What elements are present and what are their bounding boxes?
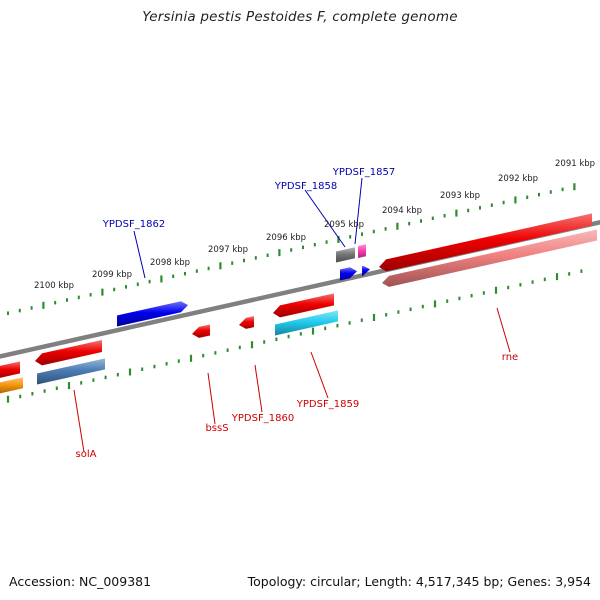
scale-label: 2098 kbp [150, 258, 190, 268]
genome-summary-text: Topology: circular; Length: 4,517,345 bp… [247, 574, 591, 589]
leader-line-ypdsf-1862 [133, 230, 146, 279]
scale-label: 2095 kbp [324, 220, 364, 230]
gene-label-bsss[interactable]: bssS [205, 423, 228, 434]
scale-label: 2094 kbp [382, 206, 422, 216]
map-labels: 2100 kbp 2099 kbp 2098 kbp 2097 kbp 2096 kbp… [34, 159, 595, 460]
scale-label: 2091 kbp [555, 159, 595, 169]
gene-feature-f-rne-sub[interactable] [382, 229, 597, 287]
gene-label-ypdsf-1862[interactable]: YPDSF_1862 [102, 219, 165, 230]
leader-line-rne [496, 307, 511, 353]
scale-label: 2096 kbp [266, 233, 306, 243]
gene-feature-f-edge-orange[interactable] [0, 377, 23, 394]
leader-line-sola [73, 389, 85, 453]
gene-feature-f-rne[interactable] [379, 213, 592, 272]
inner-scale-ticks [6, 269, 583, 403]
gene-feature-f-1858-gray[interactable] [336, 247, 355, 263]
scale-label: 2092 kbp [498, 174, 538, 184]
gene-feature-f-1860[interactable] [239, 316, 254, 329]
scale-label: 2093 kbp [440, 191, 480, 201]
gene-label-ypdsf-1860[interactable]: YPDSF_1860 [231, 413, 294, 424]
gene-feature-f-bsss[interactable] [192, 324, 210, 338]
leader-line-bsss [207, 372, 216, 425]
leader-line-ypdsf-1860 [254, 364, 263, 413]
gene-feature-f-sola[interactable] [35, 340, 102, 366]
scale-label: 2099 kbp [92, 270, 132, 280]
accession-text: Accession: NC_009381 [9, 574, 152, 589]
leader-line-ypdsf-1859 [310, 351, 329, 399]
gene-label-ypdsf-1857[interactable]: YPDSF_1857 [332, 167, 395, 178]
gene-feature-f-sola-sub[interactable] [37, 358, 105, 385]
gene-feature-f-edge-red[interactable] [0, 361, 20, 379]
gene-features [0, 213, 597, 394]
outer-scale-ticks [7, 183, 576, 315]
gene-feature-f-1859[interactable] [273, 293, 334, 318]
scale-label: 2097 kbp [208, 245, 248, 255]
leader-line-ypdsf-1857 [354, 177, 363, 245]
gene-label-sola[interactable]: solA [76, 449, 97, 460]
leader-line-ypdsf-1858 [304, 189, 346, 248]
gene-feature-f-1857-pink[interactable] [358, 244, 366, 258]
gene-feature-f-1859-sub[interactable] [275, 310, 338, 336]
map-title: Yersinia pestis Pestoides F, complete ge… [142, 9, 458, 25]
gene-label-ypdsf-1858[interactable]: YPDSF_1858 [274, 181, 337, 192]
gene-label-rne[interactable]: rne [502, 352, 518, 363]
label-leader-lines [73, 177, 511, 453]
gene-label-ypdsf-1859[interactable]: YPDSF_1859 [296, 399, 359, 410]
gene-feature-f-1857-blue[interactable] [362, 265, 370, 276]
gene-feature-f-1862[interactable] [117, 301, 188, 327]
scale-label: 2100 kbp [34, 281, 74, 291]
gene-feature-f-1858-blue[interactable] [340, 267, 357, 281]
